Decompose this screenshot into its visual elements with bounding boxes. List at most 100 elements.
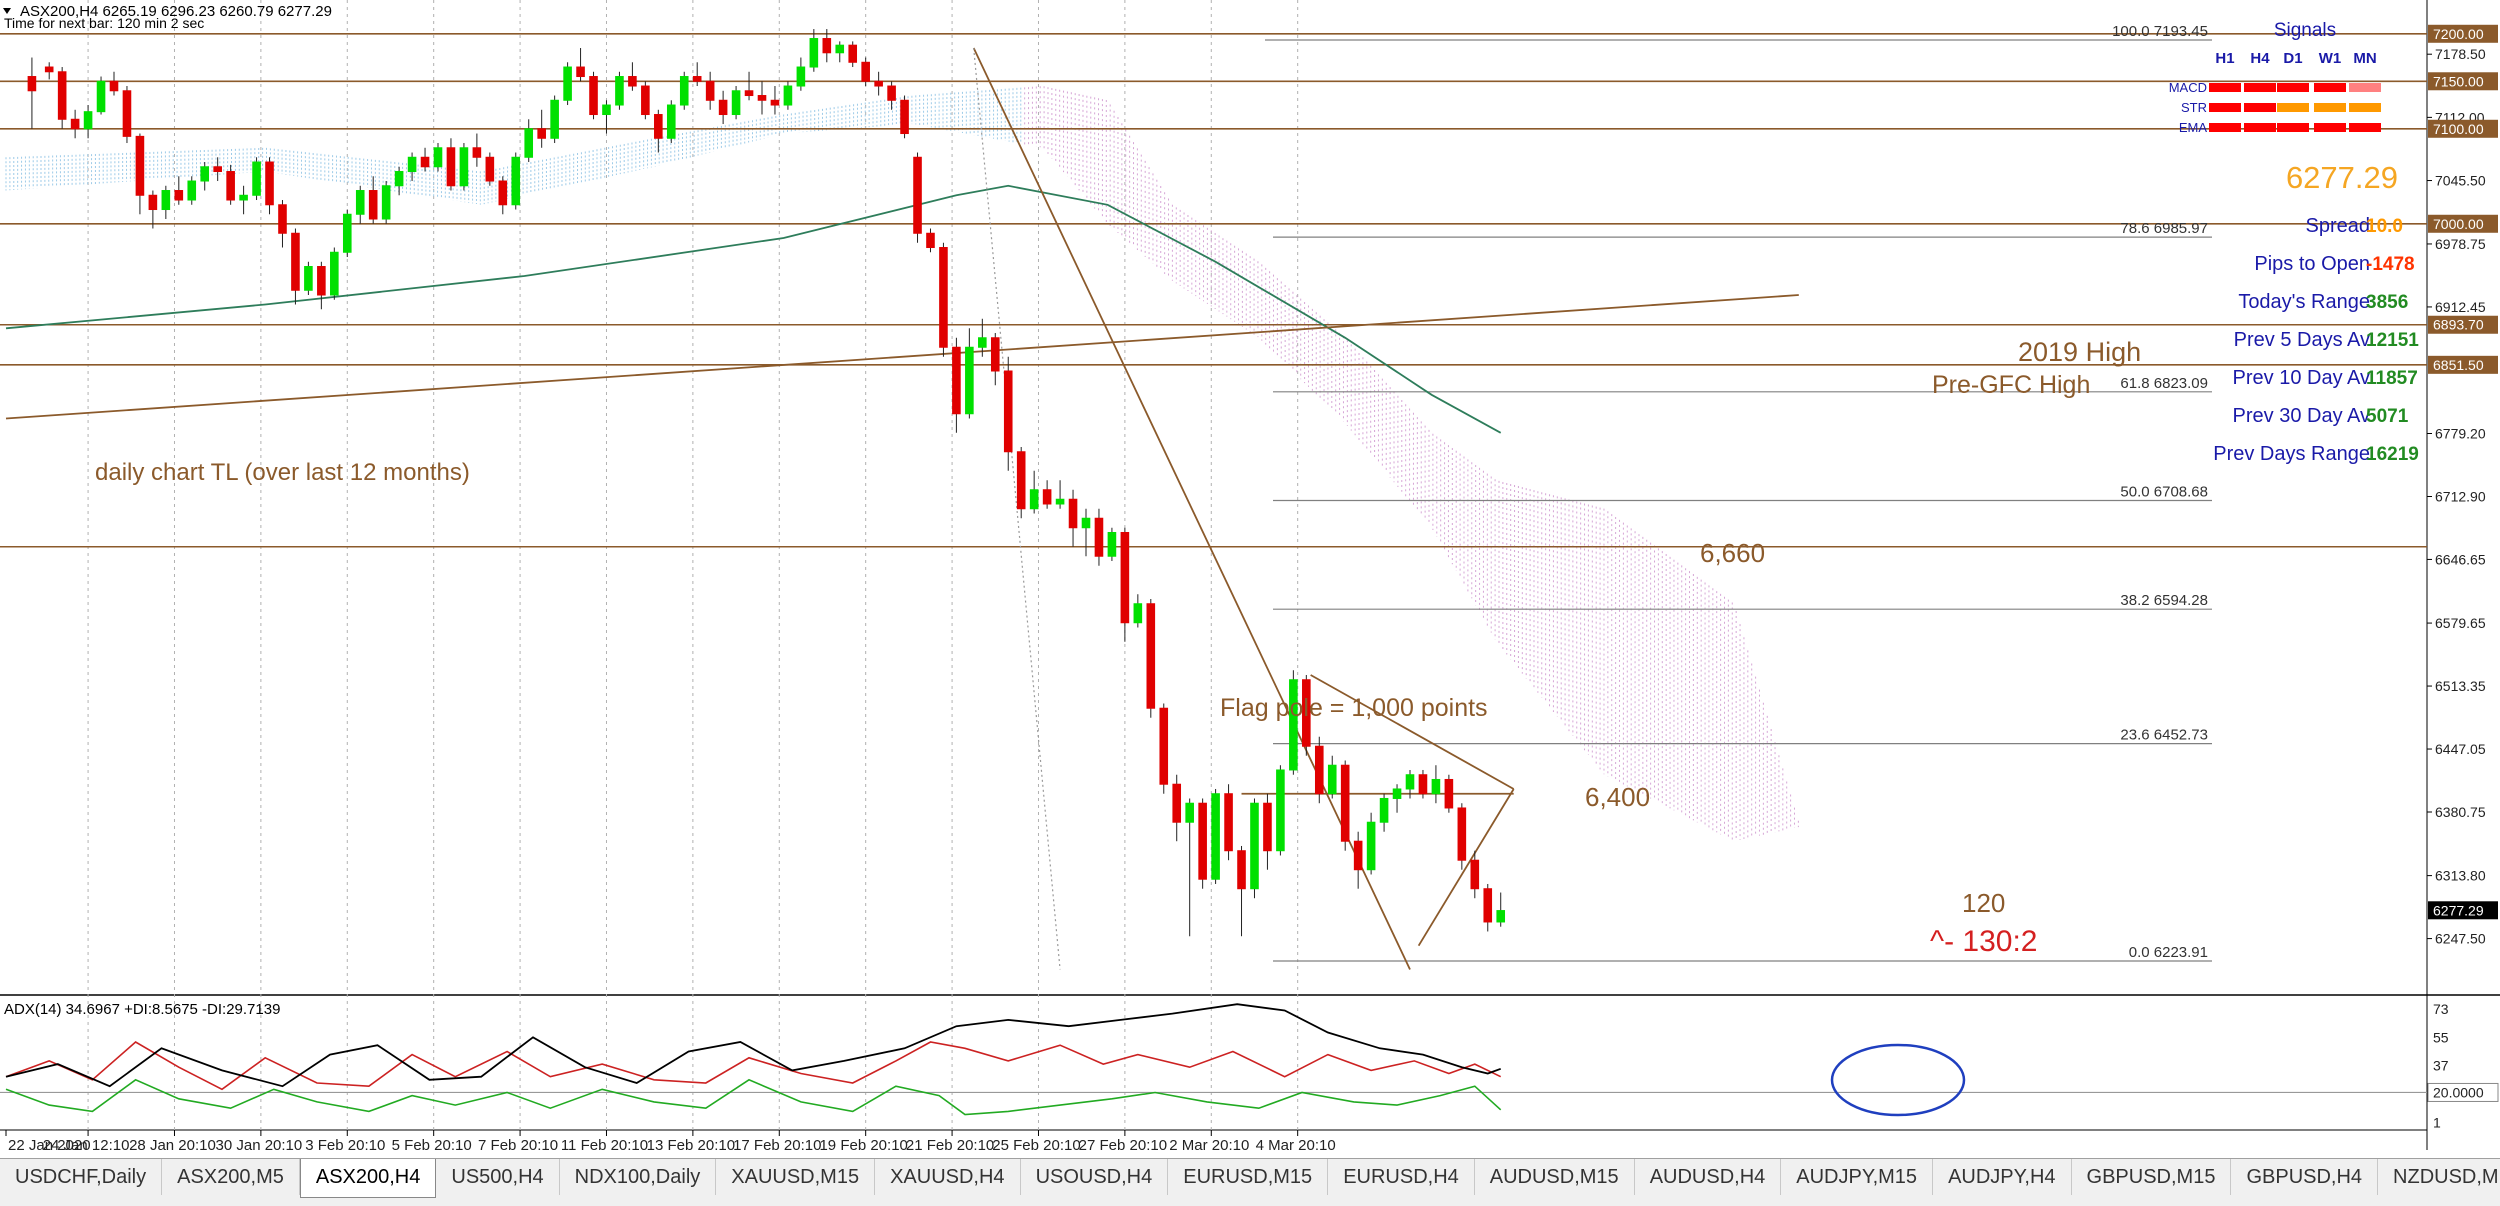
candle-body bbox=[148, 194, 158, 211]
candle-body bbox=[1314, 745, 1324, 795]
signal-cell bbox=[2277, 103, 2309, 112]
adx-level-tag bbox=[2427, 1082, 2499, 1102]
trendline-label: daily chart TL (over last 12 months) bbox=[95, 459, 470, 486]
signals-panel: Signals H1 H4 D1 W1 MN MACD STR EMA 6277.29 Spread… bbox=[2169, 20, 2420, 465]
collapse-arrow-icon bbox=[3, 8, 11, 14]
candle bbox=[1237, 845, 1246, 937]
candle bbox=[654, 109, 663, 153]
candle bbox=[1302, 674, 1311, 756]
tab-us500-h4[interactable]: US500,H4 bbox=[436, 1159, 560, 1195]
tab-eurusd-m15[interactable]: EURUSD,M15 bbox=[1168, 1159, 1329, 1195]
pre-gfc-high-label: Pre-GFC High bbox=[1932, 371, 2090, 399]
candle-body bbox=[666, 104, 676, 139]
candle-body bbox=[692, 76, 702, 82]
candle-body bbox=[317, 266, 326, 296]
candle-body bbox=[1405, 774, 1415, 790]
candle bbox=[1029, 470, 1039, 514]
candle bbox=[900, 95, 909, 139]
candle bbox=[822, 29, 832, 63]
tab-audjpy-h4[interactable]: AUDJPY,H4 bbox=[1933, 1159, 2072, 1195]
candle bbox=[1353, 831, 1363, 889]
price-axis-label: 6513.35 bbox=[2435, 678, 2486, 694]
candle bbox=[96, 76, 106, 115]
candle-body bbox=[1120, 531, 1130, 624]
tab-asx200-m5[interactable]: ASX200,M5 bbox=[162, 1159, 300, 1195]
signal-timeframe-h1: H1 bbox=[2215, 50, 2234, 67]
trendline bbox=[973, 47, 1061, 970]
candle-body bbox=[265, 161, 274, 206]
candle bbox=[1327, 755, 1337, 799]
price-axis-label: 6579.65 bbox=[2435, 615, 2486, 631]
candle-body bbox=[1496, 910, 1506, 923]
candle-body bbox=[965, 346, 974, 415]
candle bbox=[1016, 446, 1026, 519]
adx-axis-label: 55 bbox=[2433, 1029, 2449, 1045]
candle bbox=[718, 90, 728, 125]
tab-nzdusd-m15[interactable]: NZDUSD,M15 bbox=[2378, 1159, 2500, 1195]
ichimoku-cloud bbox=[5, 86, 1799, 841]
candle bbox=[27, 57, 37, 129]
signal-cell bbox=[2349, 123, 2381, 132]
price-tag bbox=[2428, 355, 2498, 374]
candle bbox=[692, 62, 702, 87]
candle bbox=[1276, 765, 1285, 856]
signals-title: Signals bbox=[2274, 20, 2336, 41]
candle-body bbox=[96, 80, 106, 113]
candle-body bbox=[861, 61, 870, 82]
price-chart[interactable]: 100.0 7193.45 78.6 6985.97 61.8 6823.09 50.… bbox=[0, 0, 2500, 1158]
candle-body bbox=[1340, 764, 1350, 842]
tab-xauusd-m15[interactable]: XAUUSD,M15 bbox=[716, 1159, 876, 1195]
candle bbox=[1003, 356, 1013, 471]
tab-usdchf-daily[interactable]: USDCHF,Daily bbox=[0, 1159, 163, 1195]
candle-body bbox=[342, 213, 352, 253]
candle-body bbox=[355, 190, 365, 215]
candle bbox=[874, 71, 883, 96]
candle bbox=[83, 105, 93, 139]
candle bbox=[1042, 480, 1052, 509]
tab-gbpusd-m15[interactable]: GBPUSD,M15 bbox=[2072, 1159, 2232, 1195]
candle-body bbox=[628, 76, 637, 87]
candle bbox=[317, 261, 326, 310]
tab-audusd-h4[interactable]: AUDUSD,H4 bbox=[1635, 1159, 1782, 1195]
candle-body bbox=[1042, 489, 1052, 505]
stat-value: 5071 bbox=[2366, 406, 2409, 427]
tab-gbpusd-h4[interactable]: GBPUSD,H4 bbox=[2231, 1159, 2379, 1195]
candle bbox=[304, 261, 313, 296]
tab-asx200-h4[interactable]: ASX200,H4 bbox=[299, 1159, 437, 1198]
candle bbox=[524, 119, 534, 163]
price-axis-label: 6277.29 bbox=[2433, 902, 2484, 918]
candle-body bbox=[887, 85, 896, 101]
candle-body bbox=[913, 156, 922, 234]
current-price-display: 6277.29 bbox=[2286, 160, 2398, 195]
candle bbox=[1418, 769, 1428, 799]
candle-body bbox=[407, 156, 417, 173]
tab-audjpy-m15[interactable]: AUDJPY,M15 bbox=[1781, 1159, 1934, 1195]
candle bbox=[1263, 793, 1272, 870]
signal-row-label: MACD bbox=[2169, 80, 2207, 95]
tab-audusd-m15[interactable]: AUDUSD,M15 bbox=[1475, 1159, 1635, 1195]
candle-body bbox=[744, 90, 754, 97]
candle-body bbox=[368, 190, 378, 220]
candle bbox=[459, 143, 469, 191]
stat-label: Today's Range bbox=[2238, 291, 2370, 313]
candle bbox=[835, 41, 845, 63]
tab-eurusd-h4[interactable]: EURUSD,H4 bbox=[1328, 1159, 1475, 1195]
tab-ndx100-daily[interactable]: NDX100,Daily bbox=[560, 1159, 717, 1195]
price-tag bbox=[2428, 119, 2498, 138]
candle bbox=[1483, 883, 1493, 932]
candle bbox=[1133, 594, 1143, 628]
candle-body bbox=[576, 66, 585, 78]
candle bbox=[44, 62, 54, 80]
candle bbox=[1379, 793, 1389, 832]
candle-body bbox=[848, 44, 858, 63]
candle bbox=[1159, 703, 1169, 794]
tab-usousd-h4[interactable]: USOUSD,H4 bbox=[1021, 1159, 1169, 1195]
tab-xauusd-h4[interactable]: XAUUSD,H4 bbox=[875, 1159, 1021, 1195]
signal-cell bbox=[2277, 123, 2309, 132]
candle-body bbox=[420, 156, 430, 168]
time-axis-label: 11 Feb 20:10 bbox=[561, 1137, 648, 1154]
candle bbox=[135, 133, 145, 215]
time-axis-label: 21 Feb 20:10 bbox=[906, 1137, 994, 1154]
